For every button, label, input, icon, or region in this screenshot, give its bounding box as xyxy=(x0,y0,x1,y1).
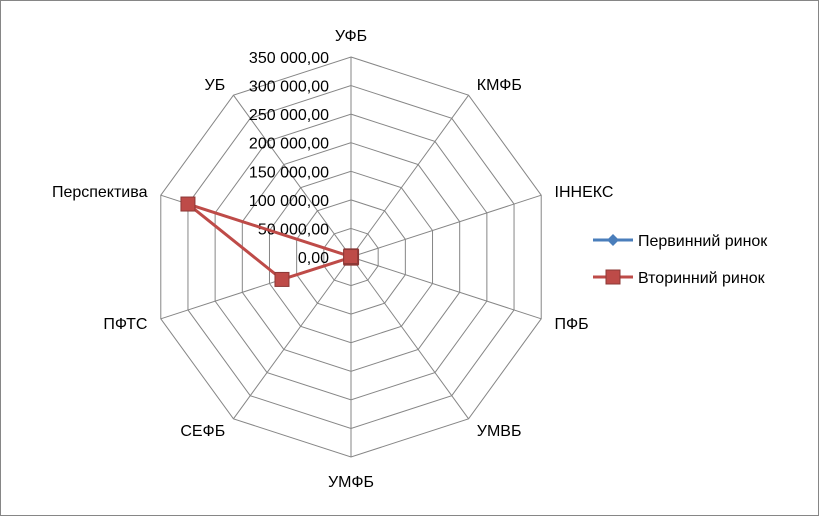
category-label: ПФТС xyxy=(103,316,147,333)
radial-tick-label: 350 000,00 xyxy=(249,50,329,67)
radial-tick-labels: 0,00 50 000,00 100 000,00 150 000,00 200 000… xyxy=(249,50,329,267)
radar-spoke xyxy=(350,94,469,258)
radar-spoke xyxy=(350,194,542,258)
radar-spoke xyxy=(350,256,469,420)
category-label: УБ xyxy=(205,77,226,94)
radar-spoke xyxy=(350,256,542,320)
legend-marker xyxy=(605,269,621,285)
radar-spokes xyxy=(160,57,542,457)
series-group xyxy=(180,196,360,287)
legend-label: Первинний ринок xyxy=(638,233,768,250)
radar-spoke xyxy=(233,94,352,258)
radial-tick-label: 50 000,00 xyxy=(258,221,329,238)
radial-tick-label: 0,00 xyxy=(298,250,329,267)
category-label: ПФБ xyxy=(555,316,589,333)
category-labels: УФБ КМФБ ІННЕКС ПФБ УМВБ УМФБ СЕФБ ПФТС Перспект… xyxy=(52,28,614,491)
category-label: УМВБ xyxy=(477,423,522,440)
category-label: УМФБ xyxy=(328,474,374,491)
legend-marker xyxy=(607,234,619,246)
series-layer xyxy=(180,196,360,287)
category-label: УФБ xyxy=(335,28,367,45)
data-point xyxy=(274,271,290,287)
radial-tick-label: 150 000,00 xyxy=(249,164,329,181)
radial-tick-label: 100 000,00 xyxy=(249,193,329,210)
category-label: СЕФБ xyxy=(180,423,225,440)
data-point xyxy=(180,196,196,212)
category-label: Перспектива xyxy=(52,184,148,201)
radial-tick-label: 200 000,00 xyxy=(249,136,329,153)
category-label: КМФБ xyxy=(477,77,522,94)
legend-label: Вторинний ринок xyxy=(638,270,766,287)
category-label: ІННЕКС xyxy=(555,184,614,201)
radar-spoke xyxy=(233,256,352,420)
radial-tick-label: 300 000,00 xyxy=(249,79,329,96)
legend: Первинний ринок Вторинний ринок xyxy=(593,233,768,287)
radial-tick-label: 250 000,00 xyxy=(249,107,329,124)
data-point xyxy=(343,249,359,265)
